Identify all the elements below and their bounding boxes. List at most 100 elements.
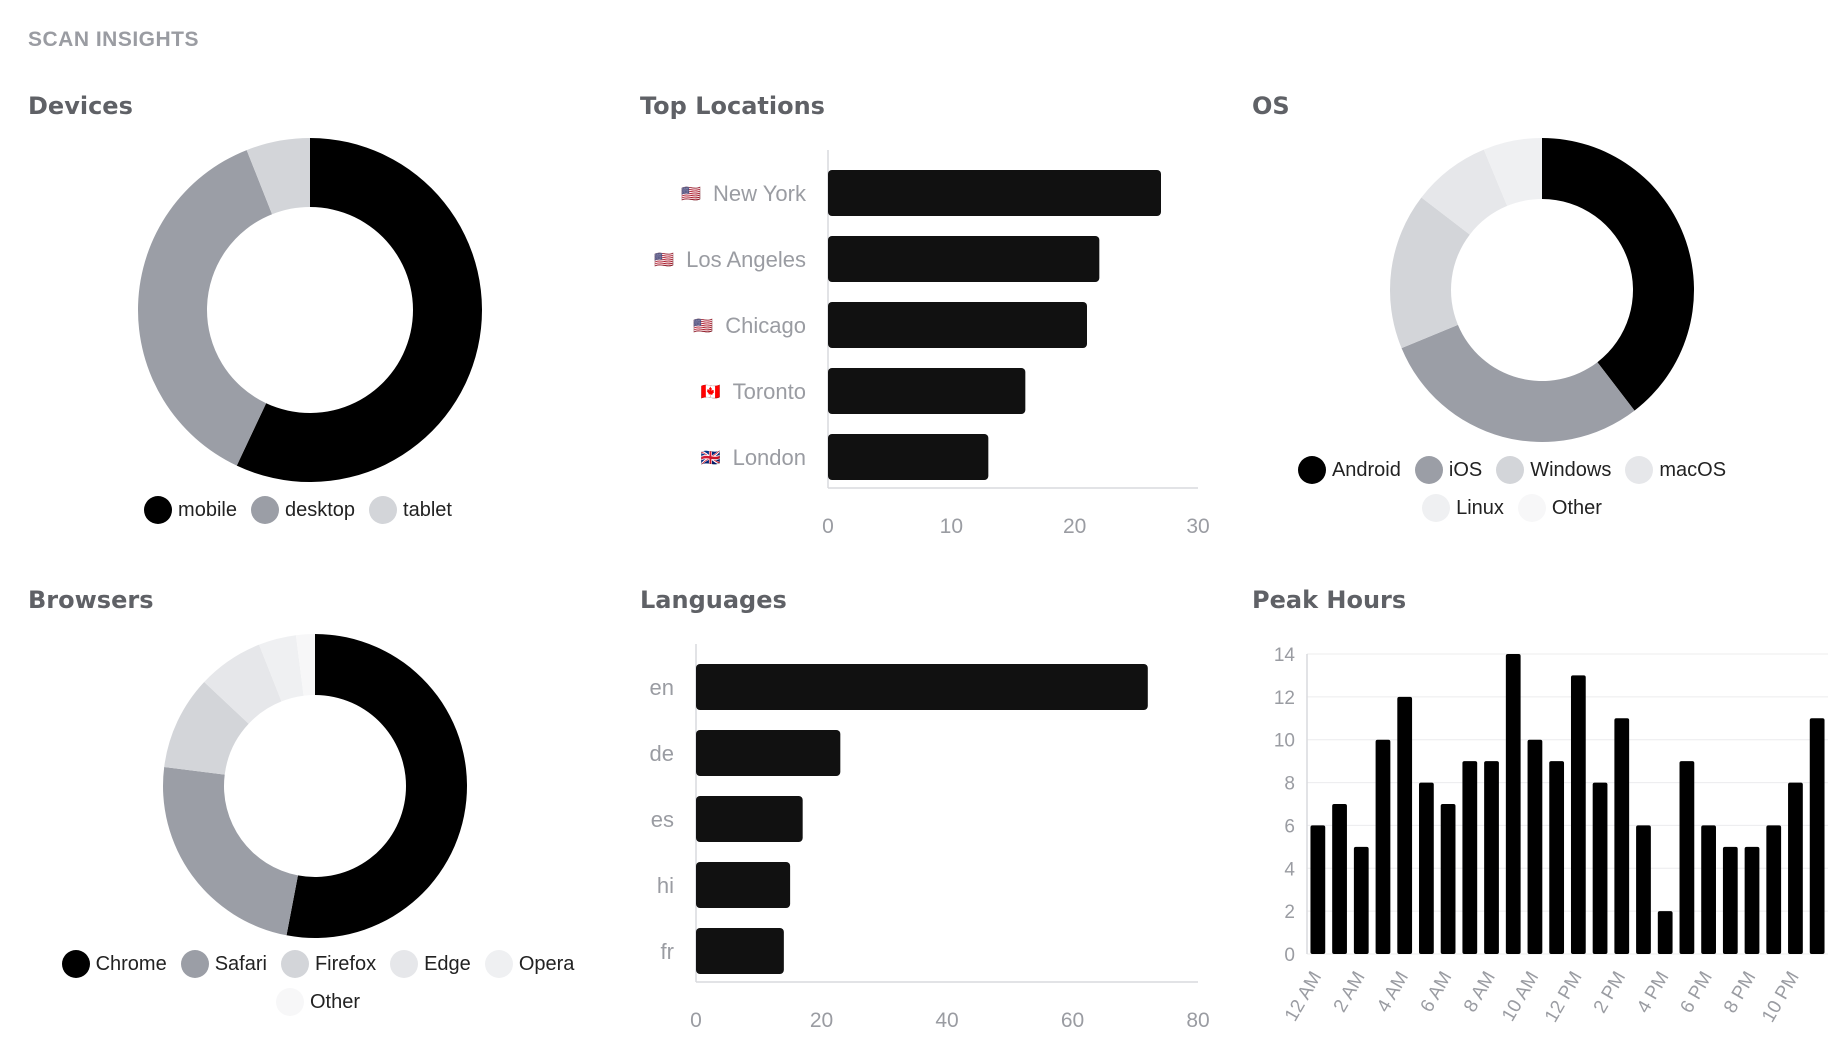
peak-hours-x-tick-label: 6 PM (1677, 968, 1717, 1017)
legend-label: Other (1551, 496, 1602, 519)
peak-hours-bar-1-pm (1592, 782, 1608, 954)
legend-label: Android (1331, 458, 1401, 481)
peak-hours-x-tick-label: 4 PM (1633, 968, 1673, 1017)
languages-x-tick-label: 80 (1186, 1009, 1209, 1032)
legend-label: Chrome (95, 952, 167, 975)
peak-hours-bar-8-am (1484, 761, 1499, 954)
locations-x-tick-label: 30 (1186, 515, 1209, 538)
peak-hours-bar-2-pm (1614, 718, 1630, 954)
peak-hours-y-tick-label: 10 (1274, 731, 1295, 752)
devices-legend-mobile[interactable]: mobile (144, 496, 237, 524)
locations-bar-new-york (828, 170, 1161, 216)
peak-hours-bar-8-pm (1744, 846, 1760, 954)
browsers-panel: Browsers Chrome Safari Firefox Edge Opera Oth… (28, 586, 588, 1026)
legend-label: mobile (178, 498, 237, 521)
devices-slice-mobile (236, 138, 483, 482)
languages-title: Languages (640, 586, 787, 614)
peak-hours-y-tick-label: 6 (1284, 816, 1295, 837)
os-legend-android[interactable]: Android (1297, 456, 1401, 484)
os-legend-windows[interactable]: Windows (1496, 456, 1611, 484)
os-legend: Android iOS Windows macOS Linux Other (1292, 456, 1732, 522)
browsers-slice-chrome (286, 634, 468, 938)
peak-hours-y-tick-label: 14 (1274, 645, 1296, 666)
legend-label: tablet (403, 498, 452, 521)
locations-category-label: Los Angeles (686, 247, 806, 272)
browsers-slice-safari (162, 766, 298, 936)
locations-category-label: London (733, 445, 806, 470)
languages-category-label: fr (661, 939, 674, 964)
flag-icon: 🇺🇸 (681, 185, 701, 203)
browsers-slice-firefox (164, 681, 249, 775)
legend-label: Opera (518, 952, 575, 975)
languages-panel: Languages en de es hi fr 0 20 40 60 80 (640, 586, 1220, 1046)
legend-swatch (280, 950, 309, 978)
legend-swatch (1414, 456, 1443, 484)
devices-legend-tablet[interactable]: tablet (369, 496, 452, 524)
peak-hours-bar-12-pm (1570, 675, 1586, 954)
os-title: OS (1252, 92, 1290, 120)
browsers-legend: Chrome Safari Firefox Edge Opera Other (38, 950, 598, 1016)
languages-x-tick-label: 40 (935, 1009, 958, 1032)
locations-category-label: New York (713, 181, 807, 206)
peak-hours-bar-9-am (1505, 654, 1521, 954)
devices-legend-desktop[interactable]: desktop (250, 496, 355, 524)
browsers-slice-other (295, 634, 315, 696)
os-slice-ios (1401, 324, 1635, 443)
languages-bar-fr (696, 928, 784, 974)
devices-legend: mobile desktop tablet (88, 496, 508, 524)
browsers-legend-edge[interactable]: Edge (390, 950, 471, 978)
os-legend-ios[interactable]: iOS (1414, 456, 1483, 484)
legend-swatch (390, 950, 419, 978)
browsers-legend-opera[interactable]: Opera (484, 950, 575, 978)
peak-hours-bar-3-pm (1636, 825, 1651, 954)
peak-hours-bar-7-pm (1722, 846, 1738, 954)
languages-category-label: hi (657, 873, 674, 898)
legend-swatch (484, 950, 513, 978)
legend-label: Safari (214, 952, 267, 975)
browsers-legend-chrome[interactable]: Chrome (61, 950, 167, 978)
peak-hours-bar-2-am (1353, 846, 1369, 954)
legend-label: iOS (1448, 458, 1483, 481)
legend-swatch (1496, 456, 1525, 484)
locations-panel: Top Locations New York 🇺🇸 Los Angeles 🇺🇸 Chi… (640, 92, 1220, 552)
locations-bar-chicago (828, 302, 1087, 348)
peak-hours-bar-11-pm (1809, 718, 1825, 954)
legend-label: Firefox (314, 952, 377, 975)
peak-hours-x-tick-label: 10 PM (1758, 968, 1804, 1026)
devices-title: Devices (28, 92, 133, 120)
legend-swatch (180, 950, 209, 978)
os-legend-macos[interactable]: macOS (1625, 456, 1726, 484)
legend-swatch (1297, 456, 1326, 484)
peak-hours-bar-10-pm (1788, 782, 1803, 954)
os-legend-other[interactable]: Other (1517, 494, 1602, 522)
browsers-slice-opera (259, 635, 304, 702)
peak-hours-title: Peak Hours (1252, 586, 1407, 614)
os-panel: OS Android iOS Windows macOS Linux Other (1252, 92, 1812, 532)
peak-hours-x-tick-label: 6 AM (1417, 968, 1457, 1016)
peak-hours-bar-6-am (1440, 804, 1456, 954)
languages-x-tick-label: 20 (810, 1009, 833, 1032)
languages-bar-es (696, 796, 803, 842)
languages-x-tick-label: 60 (1061, 1009, 1084, 1032)
locations-x-tick-label: 0 (822, 515, 834, 538)
browsers-legend-firefox[interactable]: Firefox (280, 950, 377, 978)
peak-hours-bar-10-am (1527, 739, 1543, 954)
peak-hours-bar-3-am (1375, 739, 1391, 954)
legend-swatch (144, 496, 173, 524)
peak-hours-bar-5-am (1419, 782, 1434, 954)
os-legend-linux[interactable]: Linux (1422, 494, 1504, 522)
locations-x-tick-label: 10 (940, 515, 963, 538)
browsers-legend-safari[interactable]: Safari (180, 950, 267, 978)
peak-hours-panel: Peak Hours 0 2 4 6 8 10 12 14 12 AM 2 AM 4 AM 6 AM 8… (1252, 586, 1828, 1046)
locations-category-label: Toronto (733, 379, 806, 404)
peak-hours-bar-4-am (1397, 696, 1413, 954)
languages-x-tick-label: 0 (690, 1009, 702, 1032)
browsers-legend-other[interactable]: Other (275, 988, 360, 1016)
locations-bar-los-angeles (828, 236, 1100, 282)
locations-title: Top Locations (640, 92, 825, 120)
peak-hours-bar-12-am (1310, 825, 1326, 954)
os-donut-chart (1390, 138, 1694, 443)
legend-swatch (61, 950, 90, 978)
legend-swatch (275, 988, 304, 1016)
